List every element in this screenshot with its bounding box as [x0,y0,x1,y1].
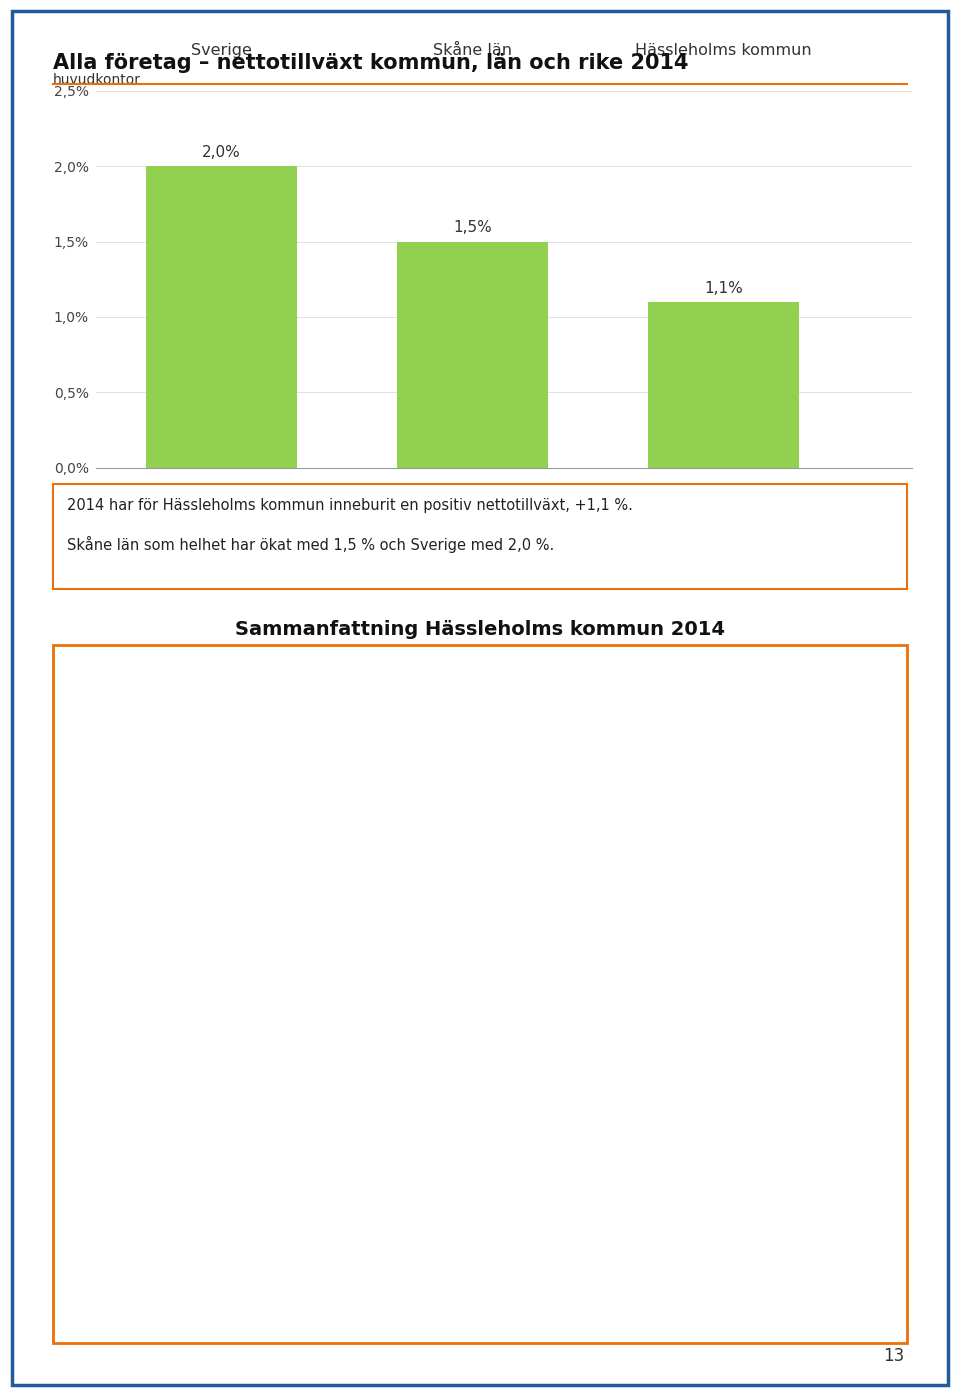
Text: 32,8 %: 32,8 % [376,782,432,797]
Text: av AB (hk i kommunen) har nettoomsättning > 100 mkr: av AB (hk i kommunen) har nettoomsättnin… [174,1248,589,1263]
Text: Ca: Ca [104,1248,128,1263]
Text: Ca: Ca [104,1202,128,1216]
Text: , jfr Sverige 33,8 %: , jfr Sverige 33,8 % [432,782,572,797]
Text: 1,1%: 1,1% [705,281,743,296]
Text: 18 % nya företag 0-3 år, 36 % medelålders (4-14 år), 46 % äldre företag: 18 % nya företag 0-3 år, 36 % medelålder… [104,1154,634,1171]
Text: mot fg år: mot fg år [396,828,468,845]
Text: Sverige: Sverige [191,42,252,57]
Text: •: • [74,1061,83,1076]
Text: Antal nystartade företag under året: Antal nystartade företag under året [104,734,371,751]
Text: Alla företag – nettotillväxt kommun, län och rike 2014: Alla företag – nettotillväxt kommun, län… [53,53,688,73]
Text: Antal konkurser: Antal konkurser [104,829,225,843]
Text: 345 st: 345 st [371,736,422,750]
Text: 59: 59 [161,921,181,937]
Text: av AB har bra kreditvärdighet enl UC Riskklass 5: av AB har bra kreditvärdighet enl UC Ris… [168,1202,529,1216]
Text: Sammanfattning Hässleholms kommun 2014: Sammanfattning Hässleholms kommun 2014 [235,620,725,639]
Text: 91 %: 91 % [128,1202,168,1216]
Text: •: • [74,782,83,797]
Text: 2,0%: 2,0% [203,145,241,161]
Text: företag (412 st -353 st): företag (412 st -353 st) [181,921,356,937]
Text: 13: 13 [883,1347,904,1365]
Text: •: • [74,736,83,750]
Text: Skåne län: Skåne län [433,42,512,57]
Text: Nettotillväxt: Nettotillväxt [104,875,199,891]
Text: •: • [74,921,83,937]
Text: 2,0 %: 2,0 % [128,1248,174,1263]
Text: Antal företag totalt vid årsskiftet 14/15: Antal företag totalt vid årsskiftet 14/1… [104,688,395,705]
Text: Ca 32 % AB, 55 % enskilda firmor och 13 % övriga juridiska former: Ca 32 % AB, 55 % enskilda firmor och 13 … [104,1108,594,1124]
Text: •: • [74,1108,83,1124]
Text: 23,7 %: 23,7 % [322,1294,378,1309]
Text: •: • [74,1154,83,1170]
Text: 5 214 st: 5 214 st [395,688,462,704]
Text: Företag som drivs av kvinnor: Företag som drivs av kvinnor [104,1294,322,1309]
Text: 1 623 st: 1 623 st [348,1061,414,1076]
Text: , jfr Sverige 26,2 %: , jfr Sverige 26,2 % [378,1294,518,1309]
Text: Kvinnliga företagsledare nya företag: Kvinnliga företagsledare nya företag [104,782,376,797]
Text: Antal aktiebolag hk i kommunen: Antal aktiebolag hk i kommunen [104,1061,348,1076]
Text: •: • [74,1294,83,1309]
Text: +1,1 %: +1,1 % [199,875,257,891]
Text: huvudkontor: huvudkontor [53,73,141,87]
Text: •: • [74,969,83,983]
Text: , minskning: , minskning [266,829,356,843]
Text: 68,1 %: 68,1 % [308,1015,364,1030]
Text: 25 st: 25 st [225,829,266,843]
Bar [146,166,297,468]
Text: 1,5%: 1,5% [453,221,492,236]
Text: •: • [74,1248,83,1263]
Text: •: • [74,1202,83,1216]
Text: Hässleholms kommun: Hässleholms kommun [636,42,812,57]
Text: •: • [74,1015,83,1030]
Bar [648,302,799,468]
Text: •: • [74,875,83,891]
Text: •: • [74,829,83,843]
Text: 2014 har för Hässleholms kommun inneburit en positiv nettotillväxt, +1,1 %.: 2014 har för Hässleholms kommun inneburi… [67,498,633,514]
Bar [397,242,548,468]
Text: •: • [74,688,83,704]
Text: Bergendahl Food AB största företaget (oms 7 760 mkr): Bergendahl Food AB största företaget (om… [104,969,507,983]
Text: Ökning: Ökning [104,920,161,938]
Text: 17 %: 17 % [356,829,396,843]
Text: Skåne län som helhet har ökat med 1,5 % och Sverige med 2,0 %.: Skåne län som helhet har ökat med 1,5 % … [67,536,555,553]
Text: Soloföretagens andel utgör: Soloföretagens andel utgör [104,1015,308,1030]
Text: mot fg år: mot fg år [257,874,329,891]
